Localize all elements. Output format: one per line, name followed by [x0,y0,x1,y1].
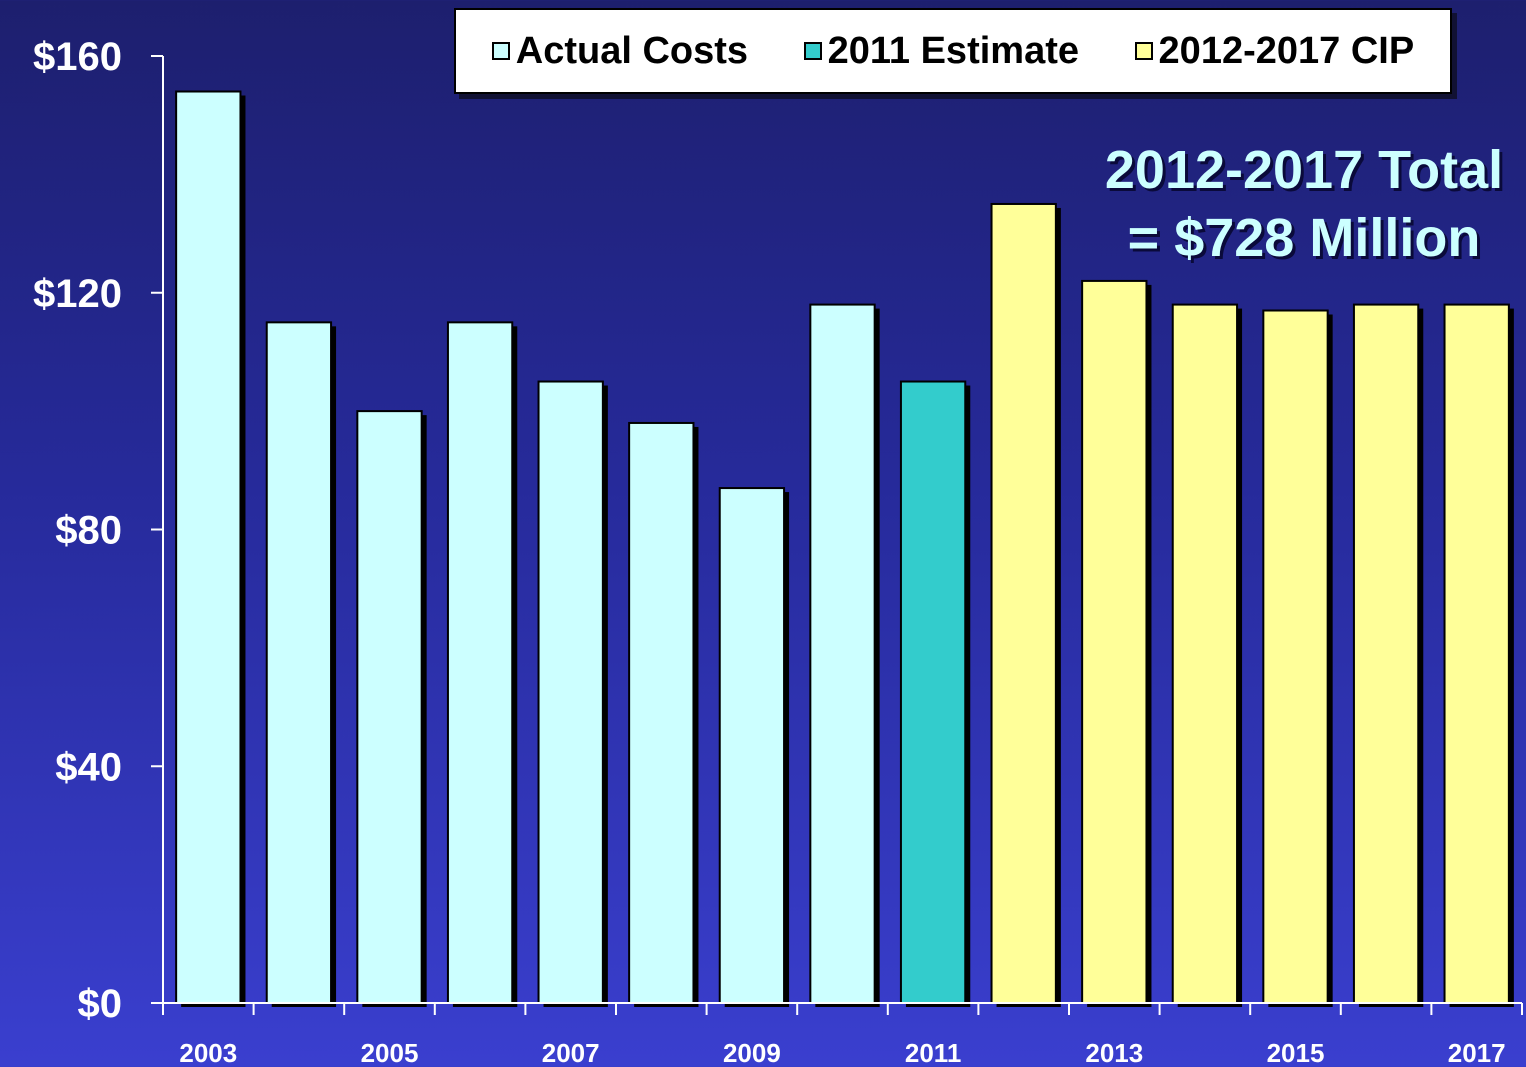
bar-2010 [809,303,876,1004]
x-tick-label-2009: 2009 [723,1038,781,1067]
bar-2006 [446,321,514,1004]
legend-label-actual-costs: Actual Costs [515,29,749,72]
bar-2007 [537,380,604,1004]
bar-2013 [1081,279,1148,1005]
legend-item-2011-estimate: 2011 Estimate [803,29,1079,73]
y-tick-label-120: $120 [33,272,122,316]
x-tick-label-2013: 2013 [1085,1038,1143,1067]
x-tick-label-2011: 2011 [905,1038,961,1067]
legend-swatch-2011-estimate [803,42,822,60]
bar-2003 [175,90,242,1004]
x-tick-label-2015: 2015 [1267,1038,1325,1067]
x-tick-label-2007: 2007 [542,1038,600,1067]
legend-swatch-actual-costs [491,42,510,60]
chart-legend: Actual Costs 2011 Estimate 2012-2017 CIP [454,8,1452,94]
bar-2005 [356,410,423,1004]
bar-2015 [1262,309,1329,1005]
bar-2014 [1171,303,1239,1004]
total-annotation: 2012-2017 Total = $728 Million [1070,136,1526,272]
y-tick-label-160: $160 [33,35,122,79]
legend-label-2011-estimate: 2011 Estimate [827,29,1079,72]
x-tick-label-2005: 2005 [361,1038,419,1067]
annotation-line-2: = $728 Million [1127,208,1481,268]
legend-item-actual-costs: Actual Costs [491,29,749,73]
bar-2011 [899,380,967,1004]
y-tick-label-0: $0 [78,982,123,1026]
y-tick-label-40: $40 [55,745,122,789]
legend-label-cip: 2012-2017 CIP [1158,29,1415,72]
bar-2008 [628,421,695,1004]
bar-2012 [990,202,1057,1004]
y-tick-label-80: $80 [55,509,122,553]
x-tick-label-2017: 2017 [1448,1038,1506,1067]
bar-2004 [265,321,333,1004]
annotation-line-1: 2012-2017 Total [1104,140,1504,200]
bar-2009 [718,487,786,1005]
bar-2017 [1443,303,1510,1004]
bar-2016 [1352,303,1420,1004]
legend-item-cip: 2012-2017 CIP [1134,29,1415,73]
legend-swatch-cip [1134,42,1153,60]
x-tick-label-2003: 2003 [179,1038,237,1067]
